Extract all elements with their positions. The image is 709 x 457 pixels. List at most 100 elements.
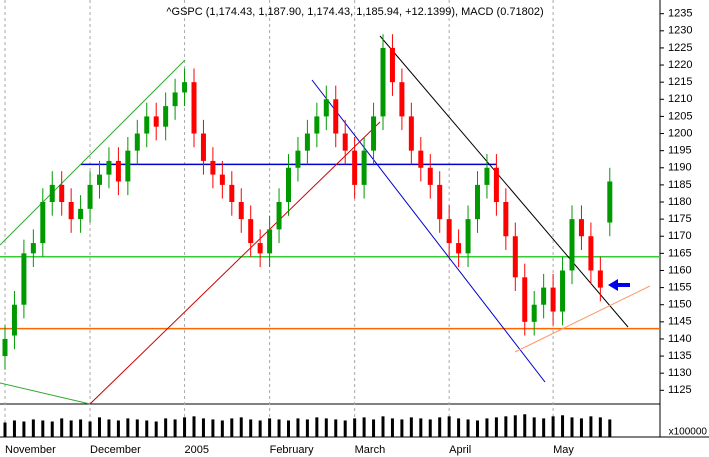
y-tick-label: 1160 bbox=[668, 264, 692, 276]
candle-body bbox=[531, 304, 537, 322]
candle-body bbox=[134, 133, 140, 151]
candle-body bbox=[427, 167, 433, 185]
candle-body bbox=[578, 219, 584, 237]
candle-body bbox=[153, 116, 159, 127]
candle-body bbox=[399, 82, 405, 117]
candle-body bbox=[314, 116, 320, 134]
candle-body bbox=[267, 229, 273, 254]
y-tick-label: 1225 bbox=[668, 42, 692, 54]
volume-bar bbox=[296, 418, 300, 437]
candle-body bbox=[333, 99, 339, 134]
candle-body bbox=[59, 184, 65, 202]
candle-body bbox=[219, 174, 225, 185]
y-tick-label: 1165 bbox=[668, 247, 692, 259]
volume-bar bbox=[372, 419, 376, 437]
volume-bar bbox=[249, 419, 253, 437]
candle-body bbox=[78, 208, 84, 220]
volume-bar bbox=[211, 419, 215, 437]
volume-bar bbox=[12, 420, 16, 437]
candle-body bbox=[456, 243, 462, 254]
candle-body bbox=[257, 243, 263, 254]
trendline bbox=[514, 285, 651, 353]
x-tick-label: April bbox=[449, 444, 471, 456]
x-tick-label: March bbox=[355, 444, 386, 456]
candle-body bbox=[87, 184, 93, 209]
y-tick-label: 1135 bbox=[668, 350, 692, 362]
volume-bar bbox=[287, 420, 290, 437]
x-tick-label: May bbox=[553, 444, 574, 456]
volume-bar bbox=[201, 418, 205, 437]
candle-body bbox=[560, 270, 566, 312]
volume-bar bbox=[551, 416, 555, 437]
volume-bar bbox=[570, 417, 574, 437]
candle-body bbox=[40, 202, 46, 244]
trendline bbox=[0, 59, 186, 246]
volume-bar bbox=[277, 419, 281, 437]
candle-body bbox=[597, 270, 603, 288]
volume-bar bbox=[409, 417, 413, 437]
volume-bar bbox=[164, 418, 168, 437]
volume-bar bbox=[88, 421, 92, 437]
candle-body bbox=[115, 160, 121, 182]
trendline bbox=[311, 79, 546, 383]
volume-bar bbox=[561, 415, 565, 437]
volume-bar bbox=[343, 420, 347, 437]
band-line bbox=[0, 382, 91, 405]
candle-body bbox=[200, 133, 206, 161]
volume-bar bbox=[419, 418, 423, 437]
candle-body bbox=[49, 184, 55, 202]
volume-bar bbox=[116, 420, 120, 437]
candle-body bbox=[30, 243, 36, 254]
volume-bar bbox=[334, 419, 338, 437]
volume-bar bbox=[353, 418, 357, 437]
candle-body bbox=[182, 82, 188, 93]
volume-bar bbox=[107, 419, 111, 437]
candle-body bbox=[352, 150, 358, 185]
chart-title: ^GSPC (1,174.43, 1,187.90, 1,174.43, 1,1… bbox=[166, 6, 543, 18]
y-tick-label: 1145 bbox=[668, 316, 692, 328]
candle-body bbox=[286, 167, 291, 202]
volume-bar bbox=[476, 420, 479, 437]
volume-bar bbox=[230, 418, 234, 437]
candle-body bbox=[522, 277, 528, 322]
y-tick-label: 1130 bbox=[668, 367, 692, 379]
candle-body bbox=[11, 304, 17, 336]
y-tick-label: 1200 bbox=[668, 127, 692, 139]
volume-bar bbox=[532, 417, 536, 437]
candle-body bbox=[276, 202, 282, 230]
volume-bar bbox=[183, 417, 187, 437]
candle-body bbox=[408, 116, 414, 151]
candle-body bbox=[512, 236, 518, 278]
y-tick-label: 1180 bbox=[668, 196, 692, 208]
volume-bar bbox=[239, 417, 243, 437]
volume-bar bbox=[50, 421, 54, 437]
y-tick-label: 1140 bbox=[668, 333, 692, 345]
volume-bar bbox=[31, 419, 35, 437]
y-tick-label: 1190 bbox=[668, 162, 692, 174]
volume-bar bbox=[523, 414, 527, 437]
volume-bar bbox=[466, 419, 470, 437]
candle-body bbox=[607, 181, 613, 223]
candle-body bbox=[238, 202, 244, 220]
volume-bar bbox=[579, 418, 583, 437]
volume-bar bbox=[324, 418, 328, 437]
y-tick-label: 1155 bbox=[668, 281, 692, 293]
volume-bar bbox=[192, 416, 196, 437]
volume-bar bbox=[390, 418, 394, 437]
y-tick-label: 1185 bbox=[668, 179, 692, 191]
volume-bar bbox=[315, 417, 319, 437]
volume-bar bbox=[589, 416, 593, 437]
candle-body bbox=[503, 202, 509, 237]
candle-body bbox=[210, 160, 216, 175]
volume-bar bbox=[381, 416, 385, 437]
candle-body bbox=[172, 92, 178, 107]
volume-bar bbox=[79, 419, 83, 437]
candle-body bbox=[484, 167, 490, 185]
candle-body bbox=[389, 47, 395, 83]
candle-body bbox=[229, 184, 235, 202]
y-tick-label: 1175 bbox=[668, 213, 692, 225]
candle-body bbox=[304, 133, 310, 151]
y-tick-label: 1195 bbox=[668, 145, 692, 157]
candle-body bbox=[541, 287, 547, 305]
candle-body bbox=[475, 184, 480, 220]
